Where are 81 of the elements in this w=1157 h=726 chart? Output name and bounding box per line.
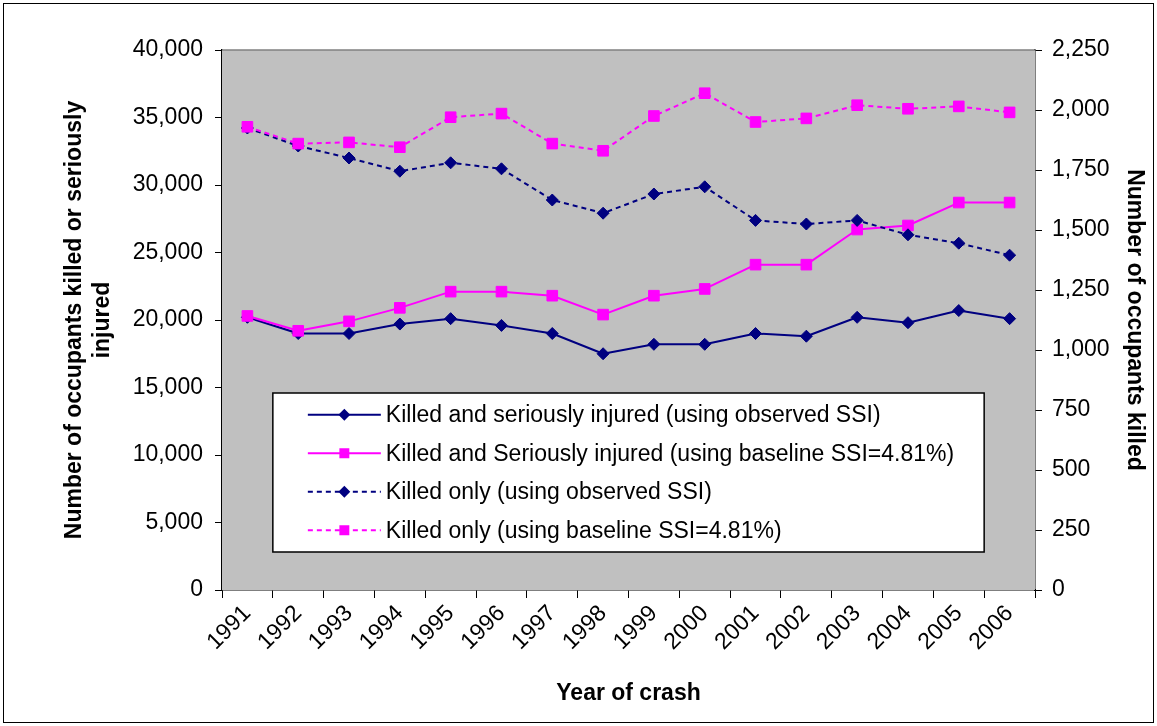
- point: [901, 228, 915, 242]
- y2-tick-label: 1,500: [1052, 215, 1110, 242]
- y-tick-label: 30,000: [132, 170, 203, 197]
- legend-label: Killed and Seriously injured (using baseline SSI=4.81%): [385, 439, 955, 466]
- point: [393, 317, 407, 331]
- point: [495, 107, 508, 120]
- point: [1003, 196, 1016, 209]
- y-tick-label: 20,000: [132, 305, 203, 332]
- y-tick-label: 15,000: [132, 372, 203, 399]
- point: [698, 283, 711, 295]
- point: [850, 213, 864, 227]
- point: [647, 337, 661, 351]
- legend-label: Killed only (using observed SSI): [385, 478, 712, 505]
- point: [952, 100, 965, 113]
- point: [850, 310, 864, 324]
- point: [851, 223, 863, 236]
- point: [647, 187, 661, 201]
- y-tick-label: 10,000: [132, 440, 203, 467]
- point: [648, 110, 660, 122]
- point: [546, 289, 559, 302]
- point: [800, 258, 813, 271]
- point: [1003, 106, 1016, 119]
- point: [902, 103, 914, 115]
- point: [494, 318, 508, 332]
- point: [749, 258, 762, 271]
- point: [749, 327, 763, 340]
- point: [1003, 248, 1017, 262]
- point: [901, 316, 915, 330]
- point: [952, 236, 966, 250]
- point: [648, 289, 660, 302]
- point: [545, 327, 559, 340]
- point: [698, 180, 712, 194]
- point: [495, 285, 508, 298]
- point: [851, 99, 863, 111]
- legend-label: Killed only (using baseline SSI=4.81%): [385, 516, 782, 543]
- y2-tick-label: 1,250: [1052, 275, 1110, 302]
- point: [546, 137, 559, 150]
- point: [1003, 312, 1017, 326]
- y2-axis-title: Number of occupants killed: [1122, 169, 1149, 471]
- y2-tick-label: 1,000: [1052, 335, 1110, 362]
- point: [394, 141, 406, 153]
- y2-tick-label: 750: [1052, 395, 1091, 422]
- point: [393, 164, 407, 178]
- point: [444, 156, 458, 170]
- x-axis-title: Year of crash: [556, 678, 701, 705]
- point: [596, 206, 610, 220]
- point: [342, 151, 356, 165]
- point: [800, 112, 813, 125]
- point: [394, 302, 406, 314]
- point: [596, 347, 610, 361]
- y2-tick-label: 0: [1052, 575, 1065, 602]
- point: [597, 145, 609, 157]
- point: [952, 196, 965, 209]
- y2-tick-label: 2,000: [1052, 95, 1110, 122]
- point: [698, 87, 711, 99]
- point: [952, 304, 966, 318]
- point: [343, 315, 355, 328]
- point: [698, 337, 712, 351]
- y2-tick-label: 500: [1052, 455, 1091, 482]
- legend-label: Killed and seriously injured (using observed SSI): [385, 401, 881, 428]
- point: [343, 136, 355, 149]
- point: [749, 116, 762, 128]
- y-tick-label: 0: [190, 575, 203, 602]
- y2-tick-label: 1,750: [1052, 155, 1110, 182]
- point: [597, 308, 609, 321]
- y-tick-label: 5,000: [145, 507, 203, 534]
- point: [444, 111, 457, 123]
- point: [342, 327, 356, 340]
- point: [799, 329, 813, 343]
- point: [444, 312, 458, 326]
- y-tick-label: 25,000: [132, 237, 203, 264]
- point: [799, 217, 813, 231]
- y2-tick-label: 2,250: [1052, 35, 1110, 62]
- point: [749, 213, 763, 227]
- point: [444, 285, 457, 298]
- y-tick-label: 40,000: [132, 35, 203, 62]
- y2-tick-label: 250: [1052, 515, 1091, 542]
- y-axis-title: Number of occupants killed or seriously injured: [60, 100, 114, 540]
- y-tick-label: 35,000: [132, 102, 203, 129]
- point: [545, 193, 559, 207]
- point: [494, 162, 508, 176]
